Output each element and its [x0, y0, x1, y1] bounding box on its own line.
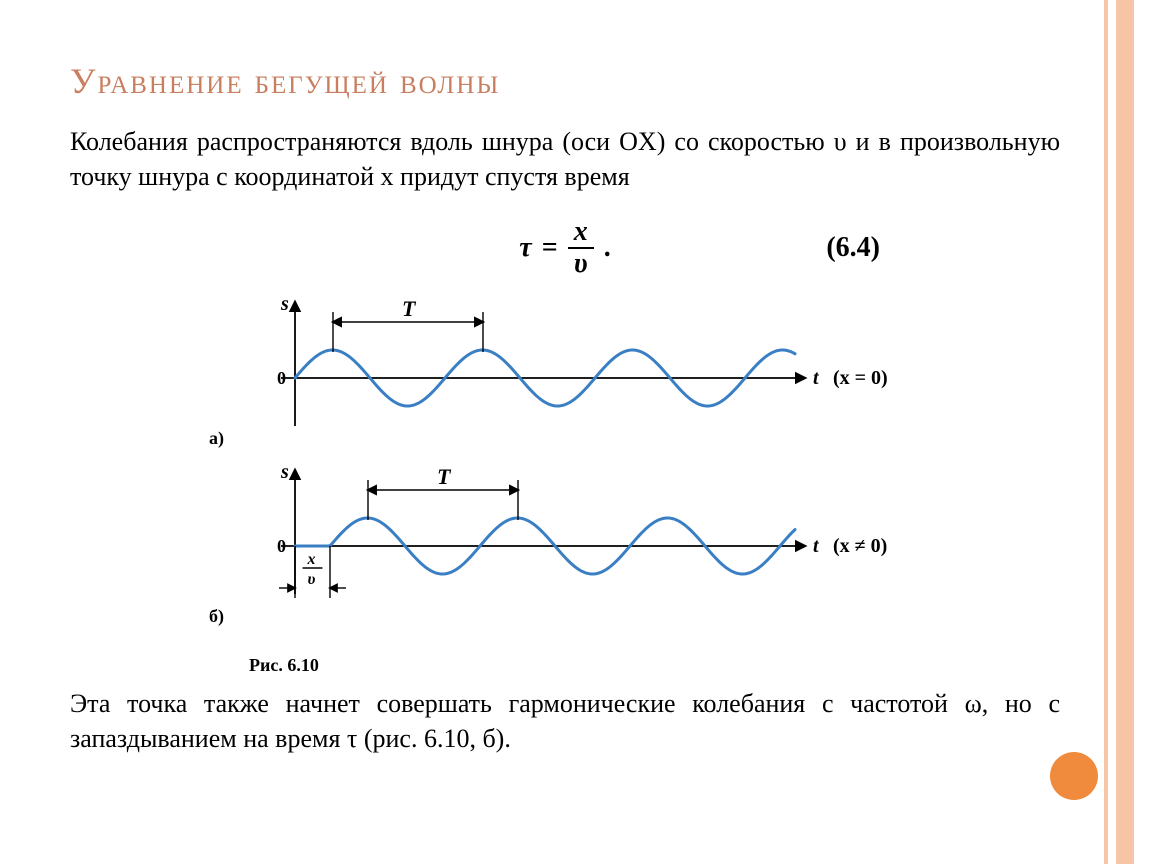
- figure: s t 0 T (x = 0) s t 0 T (x ≠ 0) xυ а) б) Рис. 6.10: [205, 288, 925, 676]
- panel-a-label: а): [209, 428, 224, 449]
- svg-text:(x ≠ 0): (x ≠ 0): [833, 535, 887, 557]
- svg-text:0: 0: [277, 368, 286, 388]
- eq-fraction: x υ: [568, 218, 594, 278]
- svg-text:0: 0: [277, 536, 286, 556]
- equation-row: τ = x υ . (6.4): [70, 218, 1060, 278]
- accent-circle: [1050, 752, 1098, 800]
- figure-caption: Рис. 6.10: [249, 655, 925, 676]
- svg-text:t: t: [813, 367, 820, 389]
- svg-text:s: s: [280, 293, 289, 315]
- svg-text:(x = 0): (x = 0): [833, 367, 888, 389]
- paragraph-top: Колебания распространяются вдоль шнура (…: [70, 124, 1060, 194]
- slide: Уравнение бегущей волны Колебания распро…: [0, 0, 1150, 864]
- figure-svg: s t 0 T (x = 0) s t 0 T (x ≠ 0) xυ: [205, 288, 925, 648]
- eq-lhs: τ: [519, 232, 531, 264]
- svg-text:T: T: [437, 464, 452, 489]
- svg-text:s: s: [280, 461, 289, 483]
- eq-numerator: x: [568, 218, 594, 247]
- svg-text:x: x: [307, 551, 316, 568]
- panel-b-label: б): [209, 606, 224, 627]
- svg-text:t: t: [813, 535, 820, 557]
- svg-text:T: T: [402, 296, 417, 321]
- slide-title: Уравнение бегущей волны: [70, 60, 1060, 102]
- paragraph-bottom: Эта точка также начнет совершать гармони…: [70, 686, 1060, 756]
- eq-denominator: υ: [568, 249, 594, 278]
- equation: τ = x υ .: [519, 218, 610, 278]
- eq-equals: =: [542, 232, 558, 264]
- svg-text:υ: υ: [308, 571, 316, 588]
- eq-trailing: .: [604, 232, 611, 264]
- equation-number: (6.4): [826, 232, 880, 264]
